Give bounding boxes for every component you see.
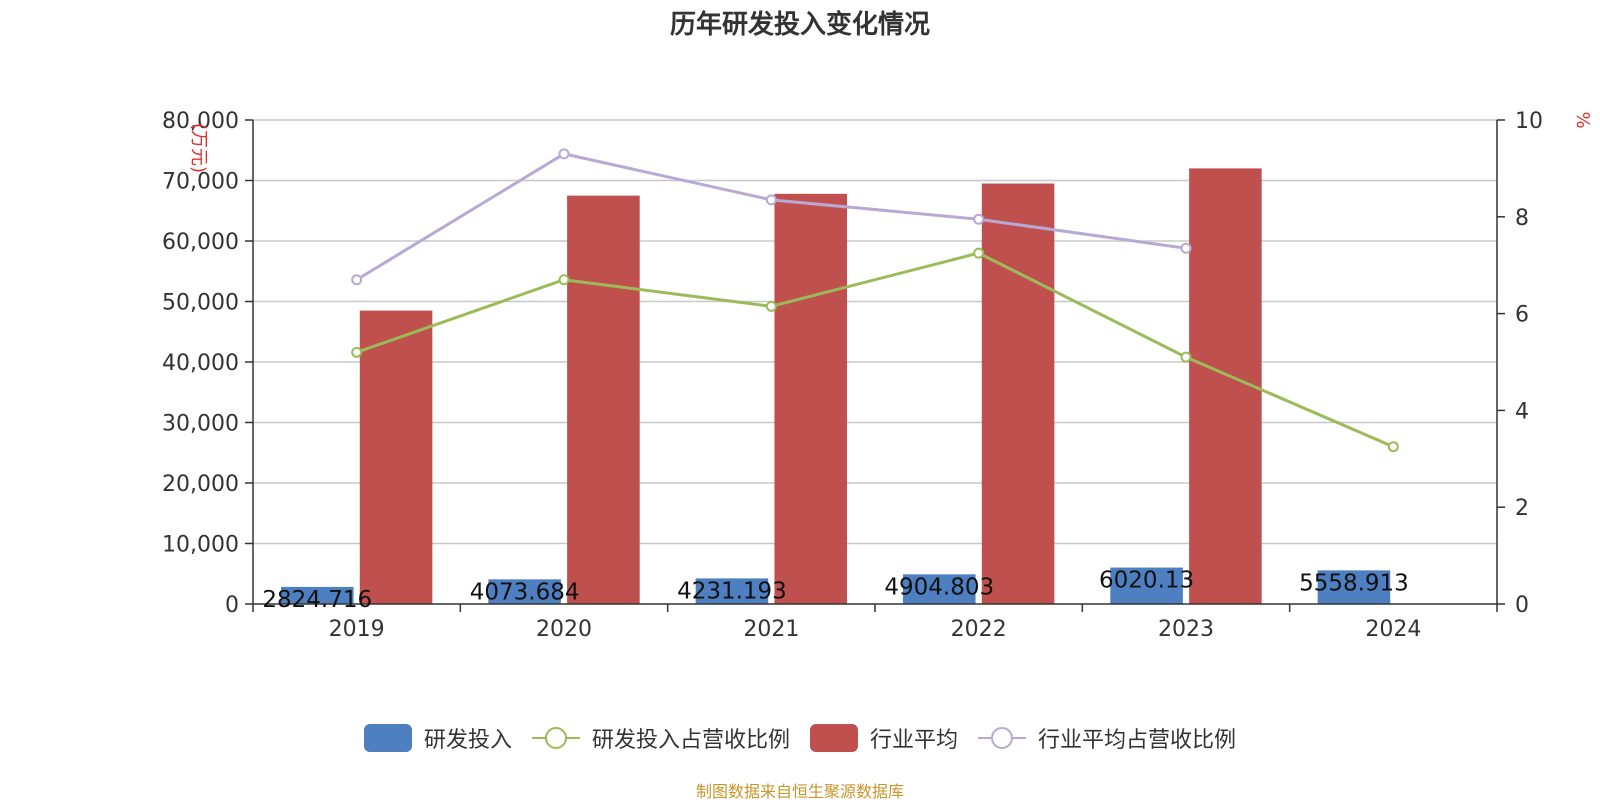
x-axis-tick-label: 2020 — [536, 617, 592, 642]
industry-ratio-line — [355, 152, 1187, 282]
industry-ratio-point — [351, 274, 363, 286]
legend-swatch-industry — [810, 724, 858, 752]
x-axis-tick-label: 2022 — [951, 617, 1007, 642]
right-axis-tick-label: 2 — [1515, 496, 1529, 521]
data-source-note: 制图数据来自恒生聚源数据库 — [695, 782, 904, 801]
rd-bar-data-label: 4073.684 — [470, 579, 580, 605]
right-axis-tick-label: 0 — [1515, 593, 1529, 618]
legend-swatch-rd-ratio — [531, 727, 580, 749]
rd-bar — [488, 579, 561, 604]
x-axis-tick-label: 2023 — [1158, 617, 1214, 642]
legend-swatch-industry-ratio — [978, 727, 1027, 749]
legend-label-industry-ratio: 行业平均占营收比例 — [1038, 728, 1237, 753]
rd-ratio-point — [765, 300, 777, 312]
rd-ratio-point — [1180, 351, 1192, 363]
left-axis-tick-label: 60,000 — [162, 230, 239, 255]
rd-bar — [902, 574, 976, 604]
right-axis-tick-label: 8 — [1515, 206, 1529, 231]
x-axis-tick-label: 2024 — [1365, 617, 1421, 642]
right-axis-tick-label: 10 — [1515, 109, 1543, 134]
industry-ratio-point — [1180, 242, 1192, 254]
industry-bar — [774, 193, 848, 604]
right-axis-unit-label: % — [1572, 111, 1593, 128]
left-axis-tick-label: 0 — [225, 593, 239, 618]
industry-ratio-point — [558, 148, 570, 160]
rd-bar-data-label: 6020.13 — [1099, 568, 1194, 594]
line-marks — [351, 148, 1399, 453]
rd-bar — [1110, 567, 1183, 604]
rd-bar — [1317, 570, 1391, 604]
rd-bar-data-label: 2824.716 — [262, 587, 372, 613]
industry-bar — [981, 183, 1055, 604]
right-axis-tick-label: 4 — [1515, 399, 1529, 424]
rd-bar — [280, 586, 354, 604]
legend-item-rd[interactable]: 研发投入 — [363, 722, 512, 754]
left-axis-tick-label: 10,000 — [162, 533, 239, 558]
rd-ratio-point — [1387, 441, 1399, 453]
rd-ratio-point — [351, 346, 363, 358]
legend-label-industry: 行业平均 — [870, 728, 959, 753]
rd-bar-data-label: 4904.803 — [884, 574, 994, 600]
left-axis-tick-label: 70,000 — [162, 170, 239, 195]
industry-bar — [359, 310, 433, 604]
rd-ratio-line — [356, 251, 1394, 449]
industry-bar — [567, 195, 640, 604]
left-axis-unit-label: (万元) — [188, 123, 209, 173]
rd-bar-data-label: 5558.913 — [1299, 570, 1409, 596]
legend-item-industry-ratio[interactable]: 行业平均占营收比例 — [978, 722, 1236, 754]
axes: 0 10,000 20,000 30,000 40,000 50,000 60,000 70,… — [162, 109, 1593, 642]
legend-label-rd: 研发投入 — [423, 728, 512, 753]
data-labels: 2824.716 4073.684 4231.193 4904.803 6020.13 5… — [262, 568, 1408, 613]
legend-item-industry[interactable]: 行业平均 — [810, 722, 958, 754]
right-axis-tick-label: 6 — [1515, 303, 1529, 328]
rd-bar-data-label: 4231.193 — [677, 578, 787, 604]
chart-title: 历年研发投入变化情况 — [669, 10, 930, 40]
legend: 研发投入 研发投入占营收比例 行业平均 行业平均占营收比例 — [0, 722, 1600, 754]
industry-ratio-point — [973, 213, 985, 225]
left-axis-tick-label: 30,000 — [162, 412, 239, 437]
left-axis-tick-label: 50,000 — [162, 291, 239, 316]
legend-swatch-rd — [363, 724, 412, 752]
rd-ratio-point — [973, 247, 985, 259]
x-axis-tick-label: 2021 — [743, 617, 799, 642]
left-axis-tick-label: 20,000 — [162, 472, 239, 497]
legend-item-rd-ratio[interactable]: 研发投入占营收比例 — [531, 722, 790, 754]
left-axis-tick-label: 80,000 — [162, 109, 239, 134]
x-axis-tick-label: 2019 — [329, 617, 385, 642]
rd-bar — [695, 578, 769, 604]
rd-ratio-point — [558, 274, 570, 286]
industry-ratio-point — [765, 194, 777, 206]
left-axis-tick-label: 40,000 — [162, 351, 239, 376]
legend-label-rd-ratio: 研发投入占营收比例 — [591, 728, 790, 753]
bar-marks — [280, 168, 1391, 604]
grid-lines — [253, 119, 1497, 545]
